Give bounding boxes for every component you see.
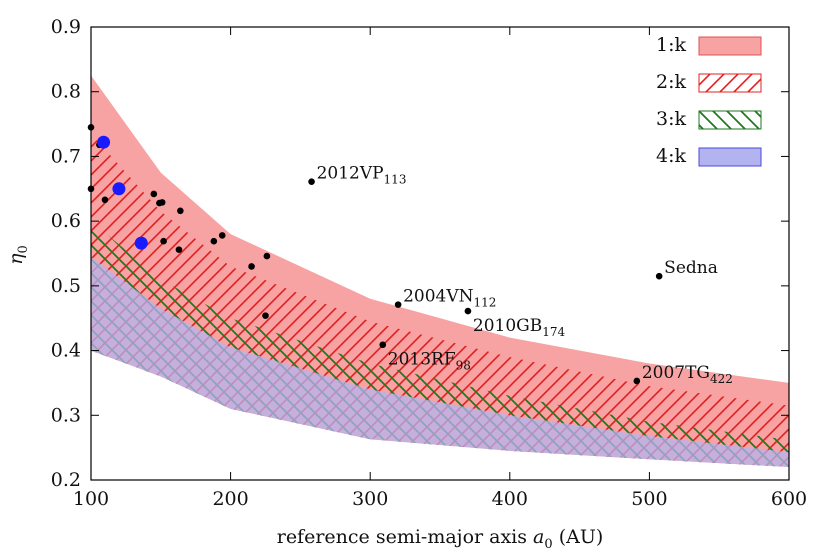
blue-point (134, 236, 148, 250)
legend-label: 3:k (656, 108, 686, 130)
legend-swatch (698, 36, 762, 56)
x-tick-label: 400 (492, 488, 528, 510)
legend-swatch (698, 73, 762, 93)
point-label: 2010GB174 (473, 316, 566, 339)
point-label: 2007TG422 (642, 363, 733, 386)
x-tick-label: 100 (73, 488, 109, 510)
y-tick-label: 0.4 (51, 340, 81, 362)
y-tick-label: 0.9 (51, 16, 81, 38)
black-point (248, 263, 255, 270)
black-point (101, 196, 109, 204)
blue-point (97, 135, 111, 149)
bands-layer (91, 75, 789, 468)
x-axis-title: reference semi-major axis a0 (AU) (277, 526, 604, 552)
black-point (263, 252, 271, 260)
black-point (158, 199, 166, 206)
point-label: 2013RF98 (388, 350, 471, 373)
black-point (160, 237, 167, 245)
band-4-k (91, 256, 789, 468)
black-point (175, 246, 183, 253)
y-tick-label: 0.5 (51, 275, 81, 297)
legend-label: 4:k (656, 145, 686, 167)
x-tick-label: 600 (771, 488, 807, 510)
y-tick-label: 0.7 (51, 145, 81, 167)
points-layer: 2012VP113 2013RF98 2004VN112 2010GB174 2007T… (87, 124, 733, 386)
legend-swatch (698, 110, 762, 130)
black-point (633, 377, 641, 385)
black-point (218, 232, 226, 239)
point-label: 2012VP113 (317, 164, 407, 187)
y-tick-label: 0.6 (51, 210, 81, 232)
point-label: Sedna (664, 258, 718, 278)
legend-label: 1:k (656, 34, 686, 56)
black-point (394, 301, 402, 308)
blue-point (112, 182, 126, 196)
black-point (379, 341, 387, 349)
y-tick-label: 0.3 (51, 404, 81, 426)
plot-frame (90, 26, 790, 481)
x-tick-label: 500 (631, 488, 667, 510)
x-tick-label: 200 (212, 488, 248, 510)
point-label: 2004VN112 (403, 287, 496, 310)
legend-swatch (698, 147, 762, 167)
y-tick-label: 0.2 (51, 469, 81, 491)
y-axis-title: η0 (5, 245, 31, 265)
y-tick-label: 0.8 (51, 81, 81, 103)
black-point (308, 178, 315, 185)
black-point (150, 190, 158, 198)
black-point (177, 207, 184, 215)
black-point (262, 312, 269, 319)
legend: 1:k 2:k 3:k 4:k (656, 34, 762, 167)
black-point (655, 272, 663, 280)
legend-label: 2:k (656, 71, 686, 93)
x-tick-label: 300 (352, 488, 388, 510)
black-point (464, 307, 472, 315)
black-point (210, 237, 218, 245)
axes-layer: 100 200 300 400 500 600 0.2 0.3 0.4 0.5 0.6 0.7 0.8 0… (51, 16, 807, 510)
